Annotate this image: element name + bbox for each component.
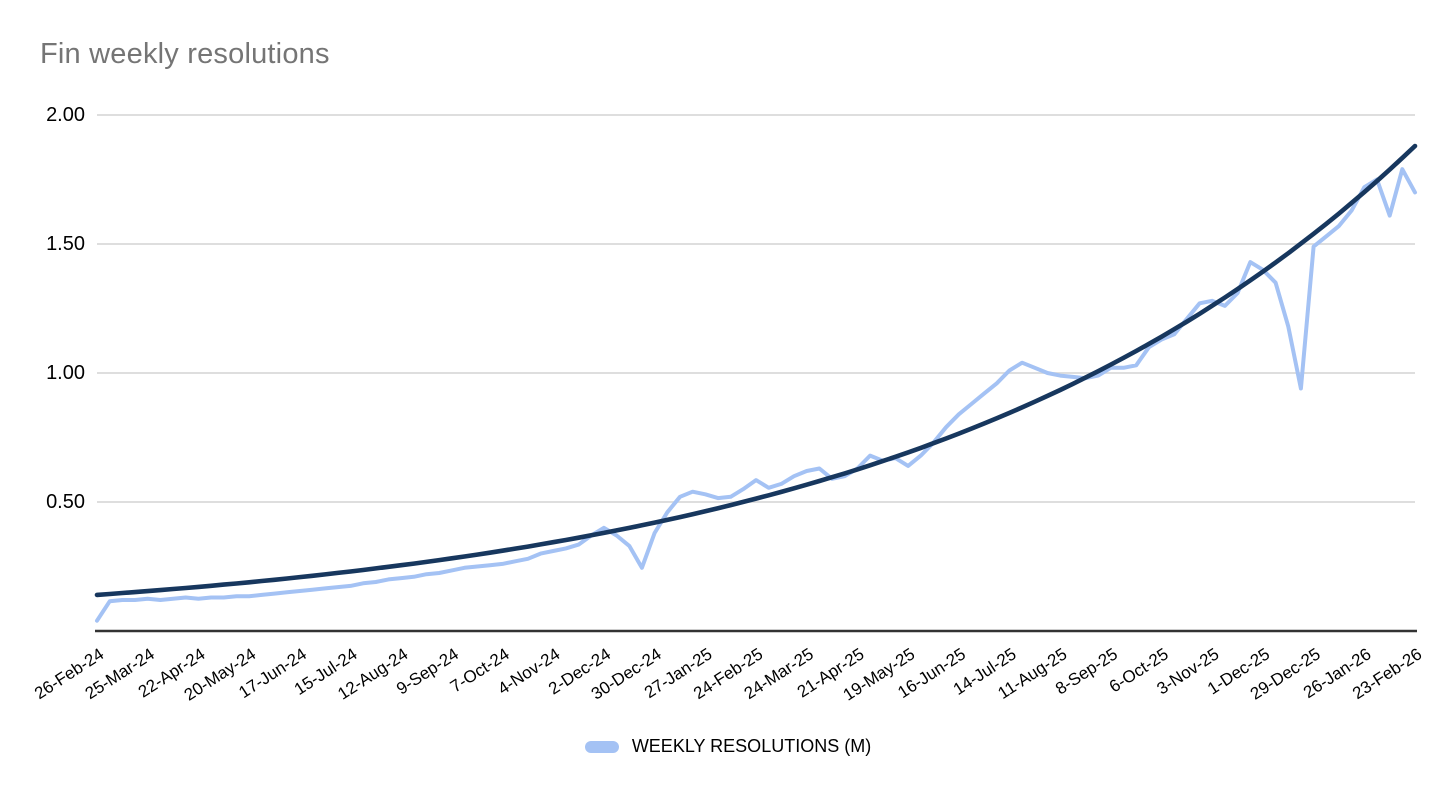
y-tick-label: 1.50	[46, 233, 85, 255]
y-tick-label: 1.00	[46, 362, 85, 384]
trend-line	[94, 143, 1418, 598]
weekly-resolutions-line	[95, 167, 1417, 623]
y-tick-label: 2.00	[46, 104, 85, 126]
legend-swatch-icon	[584, 740, 619, 753]
y-tick-label: 0.50	[46, 491, 85, 513]
legend-label: WEEKLY RESOLUTIONS (M)	[631, 736, 872, 756]
chart-title: Fin weekly resolutions	[40, 38, 330, 70]
chart-legend: WEEKLY RESOLUTIONS (M)	[0, 736, 1456, 757]
